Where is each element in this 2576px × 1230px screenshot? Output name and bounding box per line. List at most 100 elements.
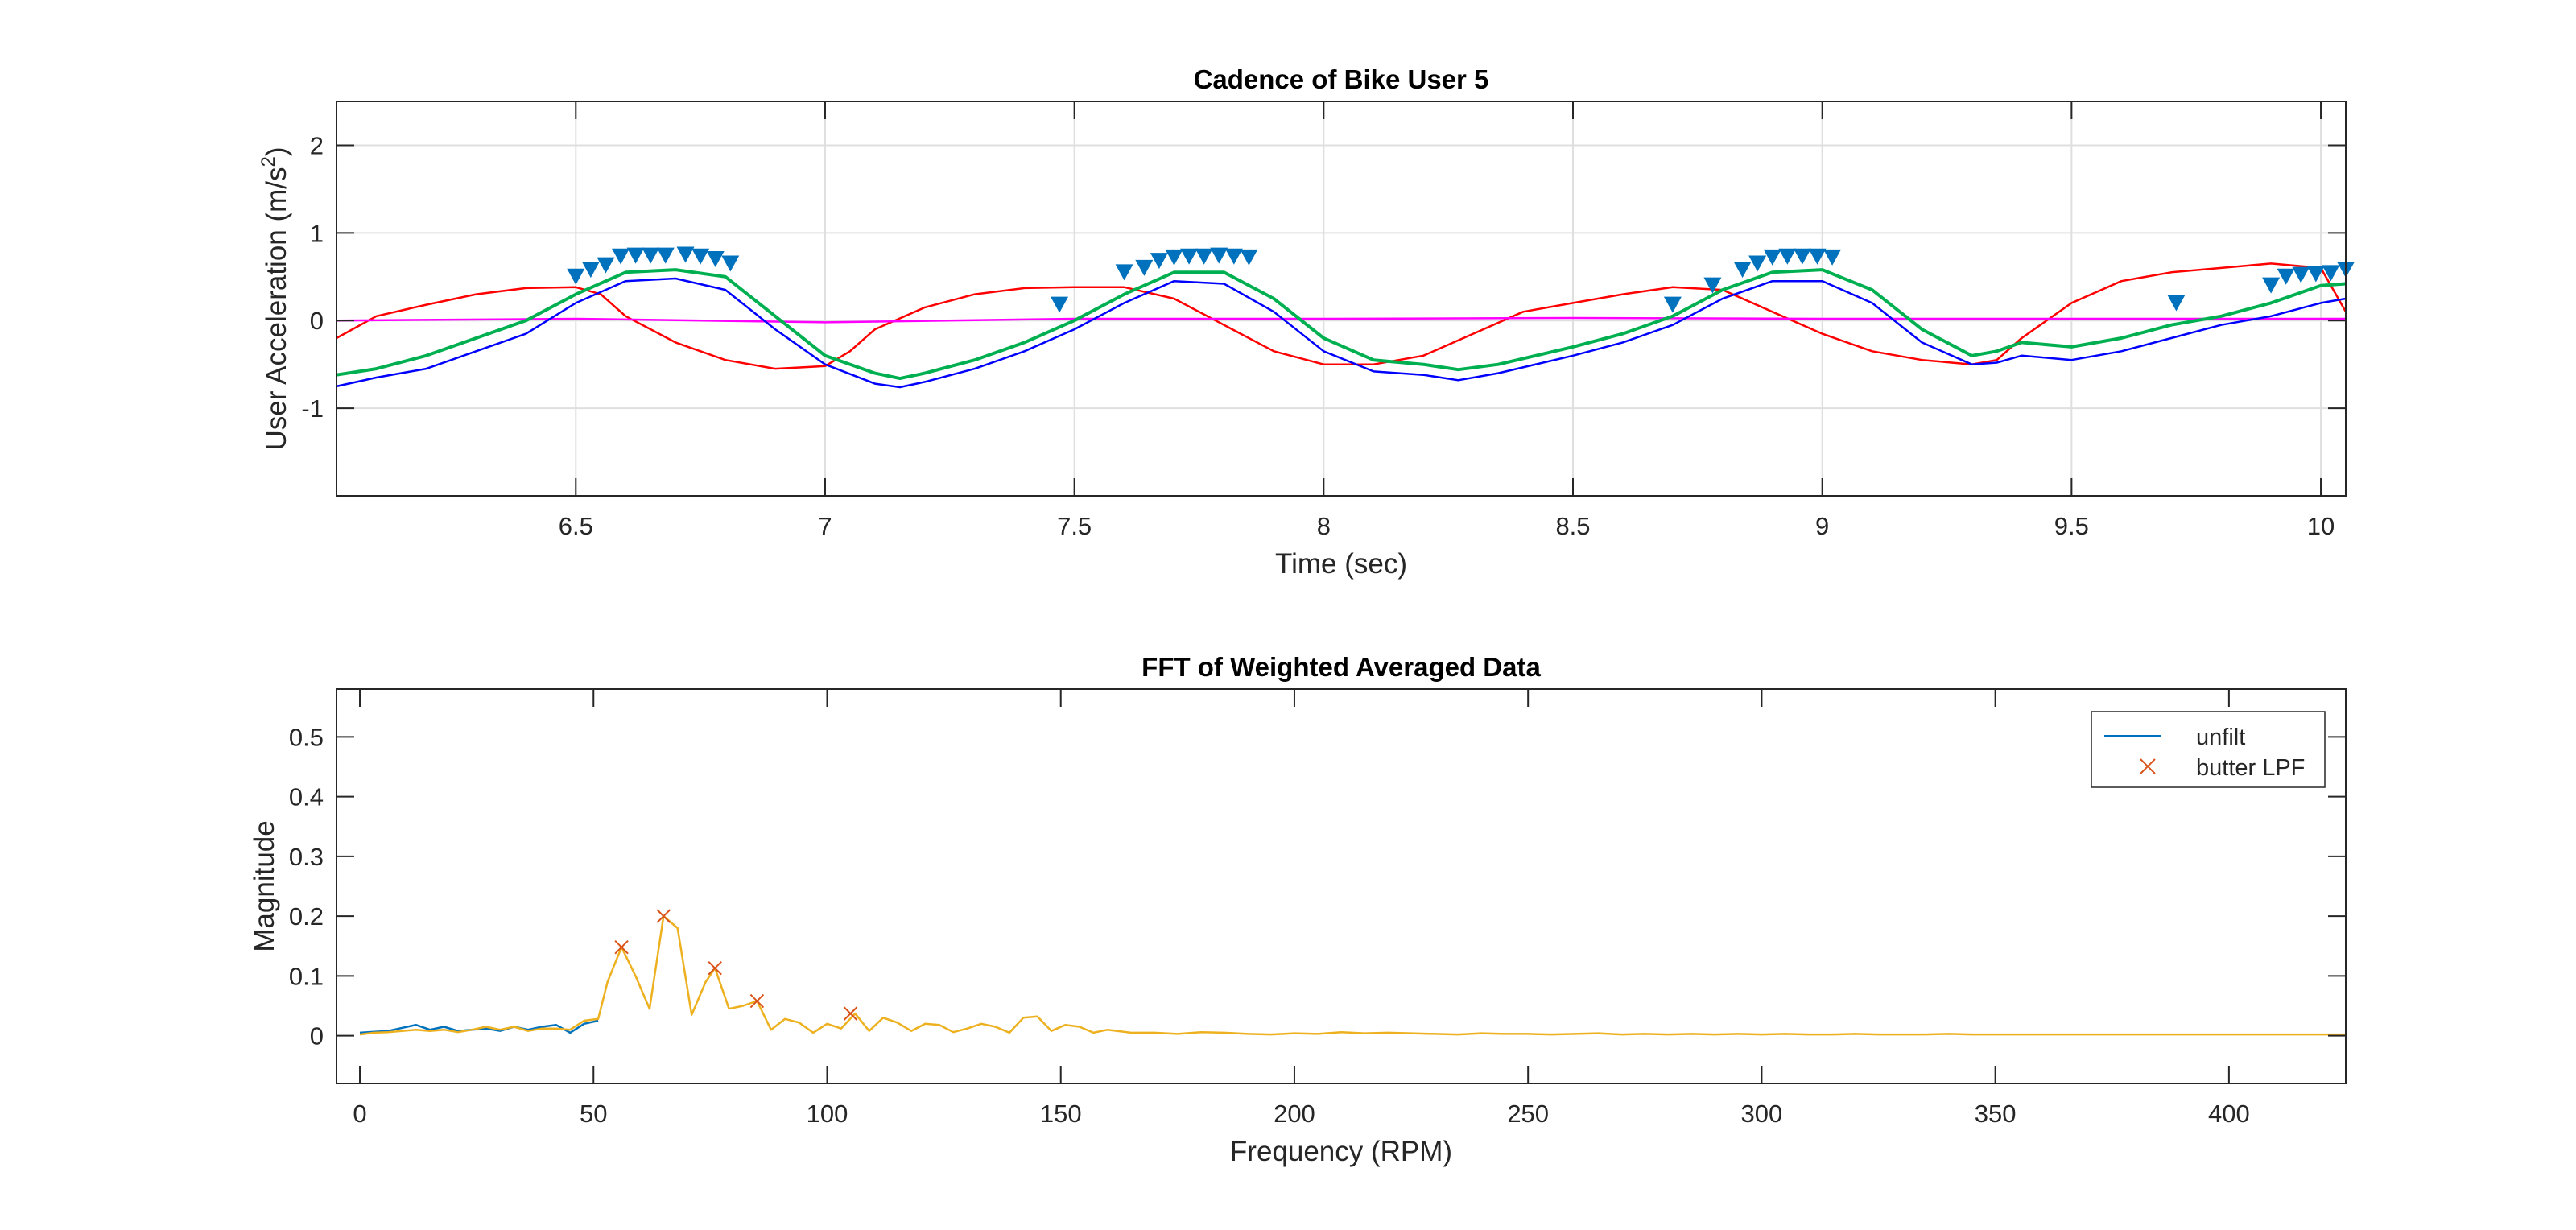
peak-marker [1733,262,1752,279]
y-tick-label: 0 [310,1022,324,1050]
x-tick-label: 7 [818,512,832,540]
peak-marker [2277,268,2295,285]
peak-marker [843,1006,858,1021]
grid [336,101,2346,496]
peak-marker [691,248,710,265]
plot-area [336,689,2346,1083]
peak-marker [1115,264,1133,281]
ticks: 6.5 7 7.5 8 8.5 9 9.5 10 -1 0 1 2 [301,101,2346,540]
x-tick-label: 0 [353,1100,366,1128]
peak-marker [1763,249,1781,266]
x-tick-label: 6.5 [559,512,593,540]
peak-marker [656,247,675,264]
peak-marker [642,247,660,264]
y-tick-label: 0.5 [289,723,324,751]
x-tick-label: 9.5 [2054,512,2089,540]
ticks: 0 50 100 150 200 250 300 350 400 0 0.1 0.2 0.3 0.4 0.5 [289,689,2346,1128]
series-line-butter-lpf [359,914,2346,1036]
y-axis-label-superscript: 2 [258,156,279,167]
x-tick-label: 10 [2307,512,2334,540]
y-tick-label: 1 [310,219,324,247]
peak-marker [1180,248,1199,265]
peak-marker [2262,277,2281,294]
y-tick-label: 0.1 [289,962,324,990]
axes-box [336,101,2347,497]
peak-marker [581,262,600,279]
x-axis-label: Frequency (RPM) [1230,1136,1452,1167]
x-tick-label: 100 [807,1100,848,1128]
x-tick-label: 300 [1741,1100,1783,1128]
legend: unfilt butter LPF [2091,711,2326,788]
peak-marker [2167,295,2186,312]
fft-axes: 0 50 100 150 200 250 300 350 400 0 0.1 0.2 0.3 0.4 0.5… [249,652,2347,1167]
y-tick-label: 0.4 [289,783,324,811]
peak-marker [626,247,645,264]
y-axis-label: User Acceleration (m/s2) [258,147,292,450]
peak-marker [1224,248,1243,265]
peak-marker [1165,249,1183,266]
peak-marker [1051,296,1069,313]
x-tick-label: 8 [1317,512,1331,540]
peak-markers [614,909,858,1021]
legend-label-butter-lpf: butter LPF [2196,755,2305,781]
peak-marker [597,257,615,274]
y-tick-label: 0 [310,307,324,335]
peak-marker [1150,253,1168,270]
peak-marker [2306,266,2325,283]
y-tick-label: 2 [310,131,324,159]
x-tick-label: 9 [1815,512,1829,540]
series-group [336,262,2347,389]
peak-marker [2292,266,2310,283]
legend-box [2091,711,2326,788]
peak-marker [706,251,724,267]
peak-marker [1703,277,1722,294]
peak-marker [614,940,629,955]
x-tick-label: 200 [1274,1100,1315,1128]
peak-marker [612,248,630,265]
peak-marker [1793,248,1811,265]
peak-marker [1195,248,1213,265]
legend-label-unfilt: unfilt [2196,724,2245,750]
chart-title: Cadence of Bike User 5 [1194,64,1489,94]
peak-marker [1808,248,1827,265]
cadence-axes: 6.5 7 7.5 8 8.5 9 9.5 10 -1 0 1 2 Cadence of Bike U… [258,64,2355,580]
y-tick-label: 0.3 [289,843,324,871]
peak-marker [656,909,671,923]
x-tick-label: 50 [580,1100,607,1128]
peak-marker [676,246,695,263]
legend-swatch-butter-lpf [2140,758,2156,774]
peak-marker [749,993,765,1009]
peak-marker [2322,265,2340,282]
x-tick-label: 350 [1975,1100,2017,1128]
peak-marker [1240,249,1258,266]
axes-box [336,688,2347,1084]
x-tick-label: 250 [1507,1100,1549,1128]
x-axis-label: Time (sec) [1275,548,1407,580]
x-tick-label: 8.5 [1555,512,1590,540]
x-tick-label: 7.5 [1057,512,1092,540]
peak-marker [1135,259,1154,276]
y-axis-label-suffix: ) [261,147,292,156]
peak-markers [567,246,2355,313]
series-line-1 [336,316,2346,324]
series-group [359,914,2346,1036]
plot-area [336,101,2346,496]
series-line-3 [336,268,2347,381]
chart-title: FFT of Weighted Averaged Data [1141,652,1541,682]
y-tick-label: 0.2 [289,902,324,931]
peak-marker [1823,249,1842,266]
x-tick-label: 150 [1040,1100,1082,1128]
peak-marker [1210,247,1228,264]
y-axis-label-prefix: User Acceleration (m/s [261,167,292,450]
peak-marker [708,961,722,976]
x-tick-label: 400 [2208,1100,2250,1128]
peak-marker [1778,248,1797,265]
peak-marker [567,268,585,285]
series-line-2 [336,277,2347,389]
peak-marker [721,255,740,272]
y-tick-label: -1 [301,394,324,423]
y-axis-label: Magnitude [249,820,280,951]
peak-marker [1663,296,1682,313]
peak-marker [1748,255,1767,272]
